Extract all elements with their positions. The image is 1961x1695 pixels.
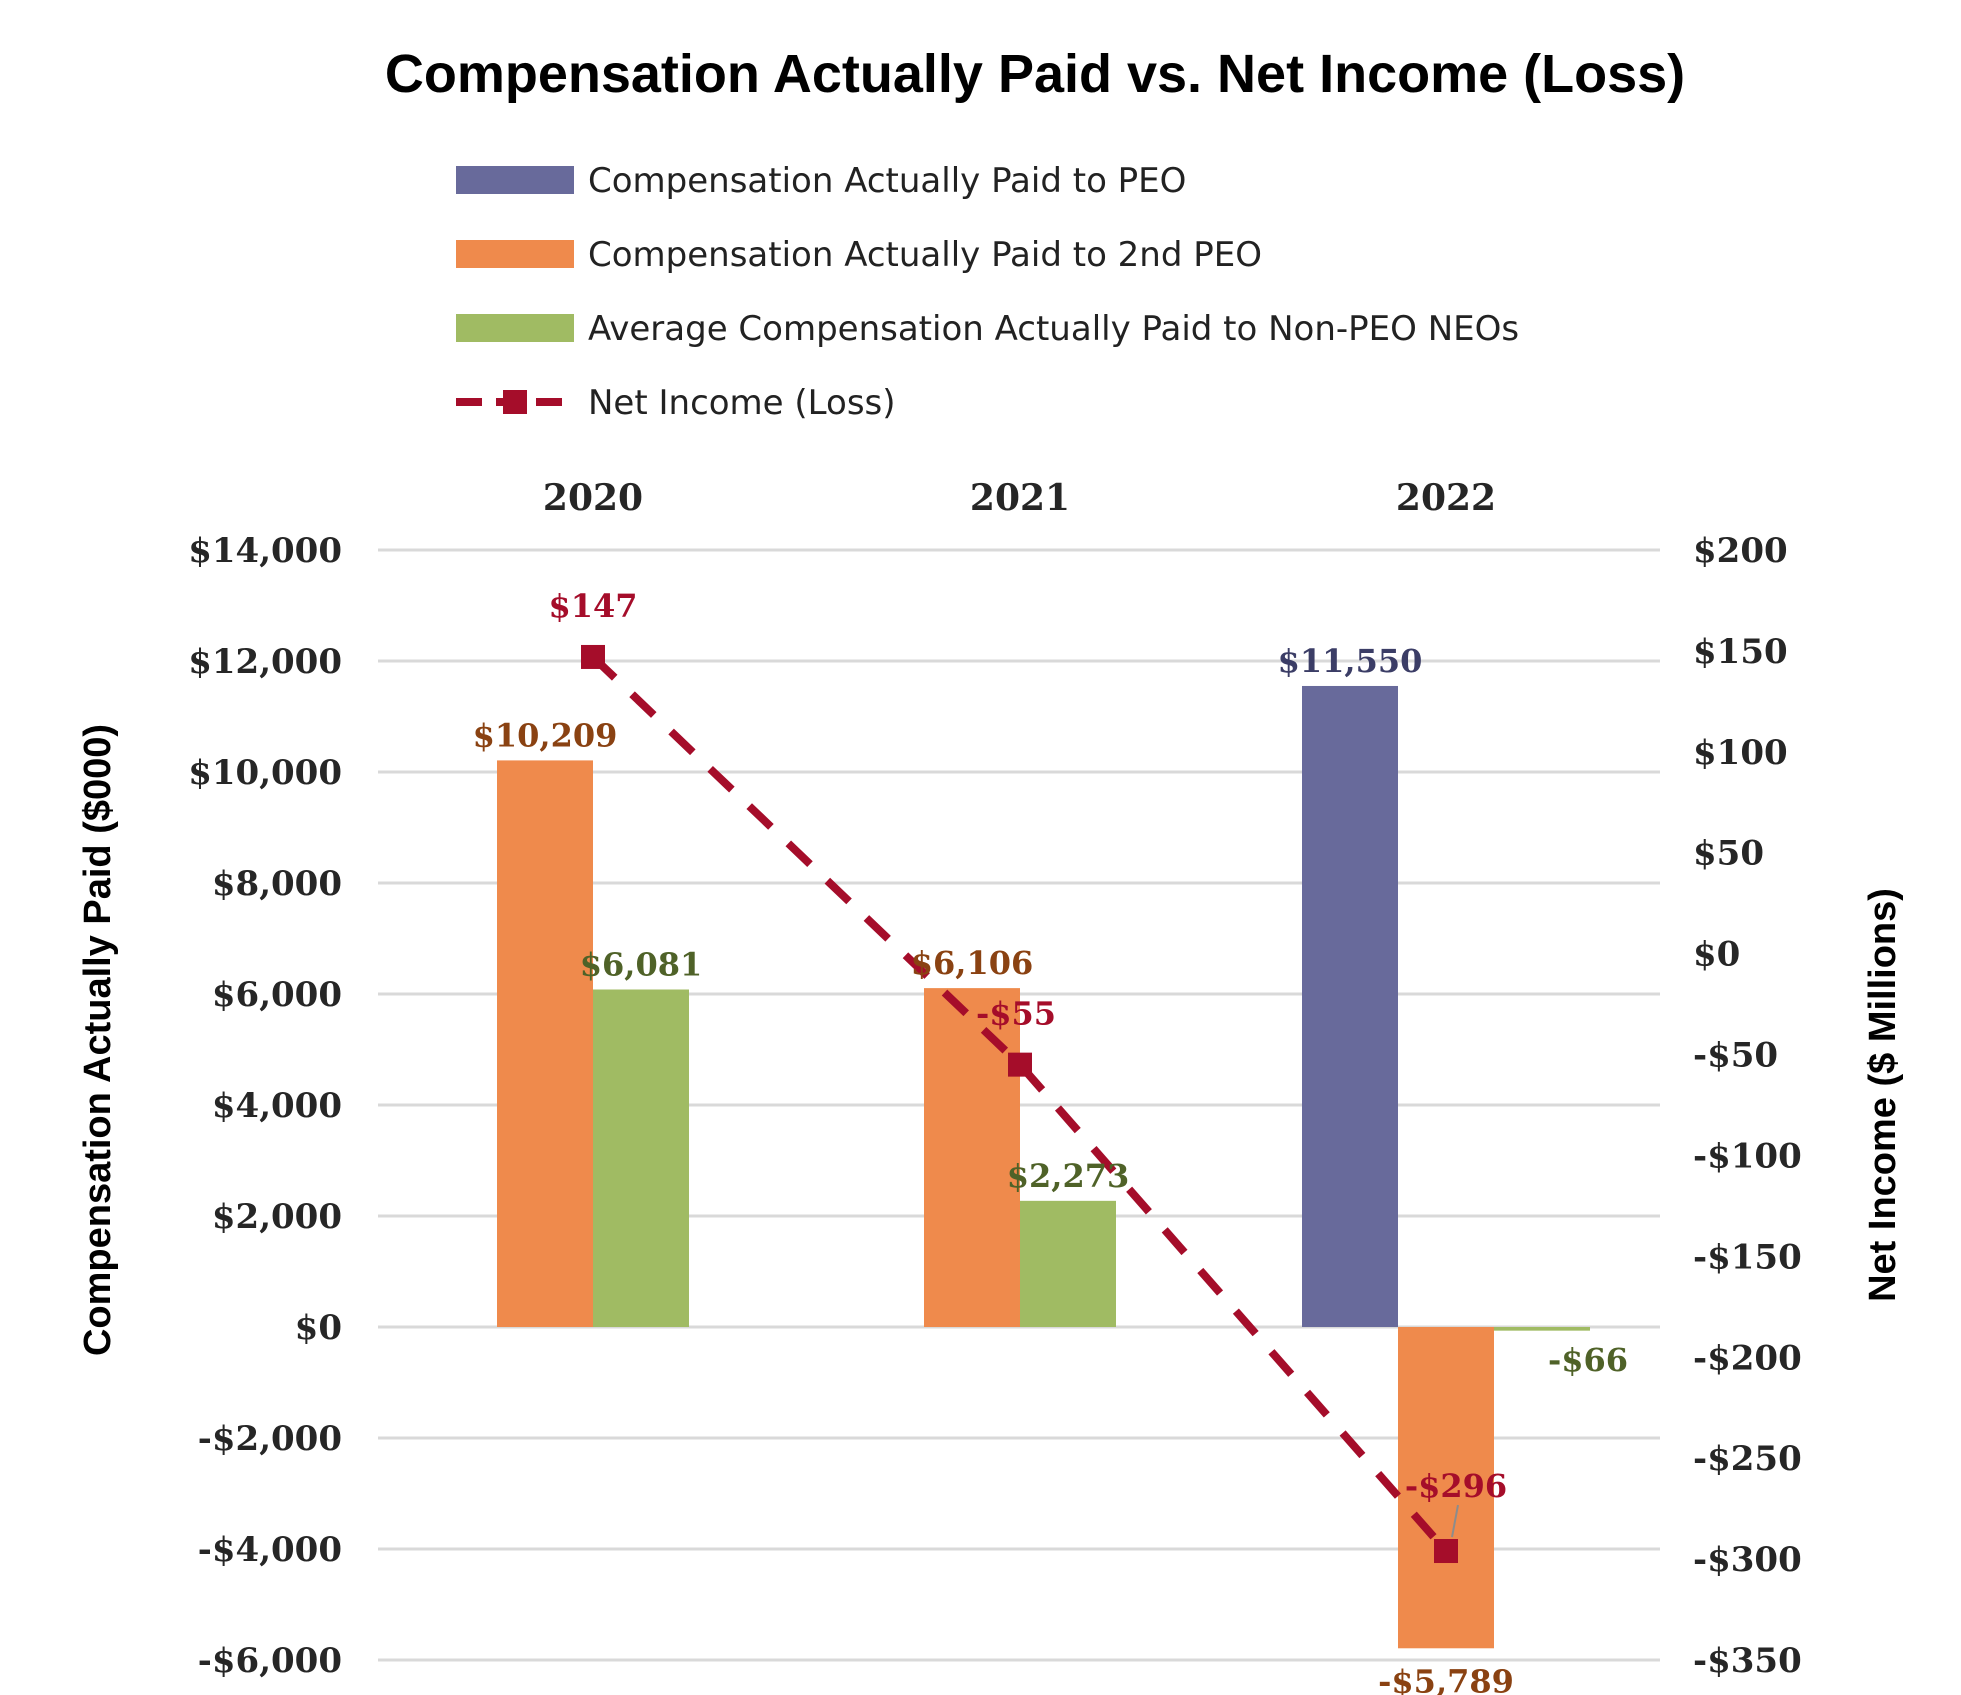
- data-labels: $11,550 $10,209 $6,106 -$5,789 $6,081 $2,273 -…: [473, 587, 1628, 1695]
- y-axis-title: Compensation Actually Paid ($000): [77, 724, 119, 1356]
- legend-label-peo2: Compensation Actually Paid to 2nd PEO: [588, 235, 1262, 275]
- bar-peo2-2022: [1398, 1327, 1494, 1649]
- y-tick-label: $4,000: [212, 1086, 342, 1126]
- legend: Compensation Actually Paid to PEO Compens…: [456, 161, 1519, 423]
- y2-tick-label: -$100: [1693, 1136, 1802, 1176]
- bars: [497, 685, 1590, 1649]
- bar-neo-2020: [593, 989, 689, 1327]
- bar-neo-2022: [1494, 1327, 1590, 1331]
- legend-label-net: Net Income (Loss): [588, 383, 896, 423]
- y2-tick-label: -$150: [1693, 1237, 1802, 1277]
- bar-peo2-2021: [924, 988, 1020, 1327]
- y-tick-label: -$2,000: [198, 1419, 342, 1459]
- y-tick-label: $2,000: [212, 1197, 342, 1237]
- category-labels: 2020 2021 2022: [543, 477, 1496, 519]
- y-tick-label: $8,000: [212, 864, 342, 904]
- data-label-neo-2020: $6,081: [580, 946, 702, 984]
- y2-tick-label: -$300: [1693, 1540, 1802, 1580]
- net-label-leader-line: [1451, 1504, 1459, 1538]
- net-income-marker-2021: [1008, 1052, 1032, 1077]
- net-income-line: [581, 644, 1458, 1564]
- category-label: 2020: [543, 477, 643, 519]
- data-label-net-2021: -$55: [976, 995, 1056, 1033]
- data-label-net-2022: -$296: [1405, 1467, 1507, 1505]
- data-label-peo-2022: $11,550: [1278, 642, 1423, 680]
- data-label-net-2020: $147: [548, 587, 637, 625]
- data-label-peo2-2020: $10,209: [473, 716, 618, 754]
- legend-swatch-net-marker: [503, 390, 527, 414]
- y-axis-ticks: $14,000 $12,000 $10,000 $8,000 $6,000 $4,000 $…: [188, 531, 342, 1681]
- y2-tick-label: $0: [1693, 935, 1740, 975]
- data-label-peo2-2021: $6,106: [911, 944, 1033, 982]
- y-tick-label: $0: [295, 1308, 342, 1348]
- bar-neo-2021: [1020, 1200, 1116, 1327]
- y-tick-label: $12,000: [188, 642, 342, 682]
- data-label-peo2-2022: -$5,789: [1378, 1662, 1514, 1695]
- y2-axis-title: Net Income ($ Millions): [1862, 888, 1904, 1302]
- legend-label-peo: Compensation Actually Paid to PEO: [588, 161, 1186, 201]
- y-tick-label: -$6,000: [198, 1641, 342, 1681]
- y2-tick-label: -$350: [1693, 1641, 1802, 1681]
- legend-label-neo: Average Compensation Actually Paid to No…: [588, 309, 1519, 349]
- y-tick-label: -$4,000: [198, 1530, 342, 1570]
- y2-tick-label: -$250: [1693, 1439, 1802, 1479]
- y2-tick-label: -$50: [1693, 1036, 1778, 1076]
- y2-tick-label: -$200: [1693, 1338, 1802, 1378]
- y2-axis-ticks: $200 $150 $100 $50 $0 -$50 -$100 -$150 -$200 -$25…: [1693, 531, 1802, 1681]
- y2-tick-label: $150: [1693, 632, 1788, 672]
- bar-peo2-2020: [497, 760, 593, 1327]
- legend-swatch-peo: [456, 166, 574, 194]
- net-income-marker-2020: [581, 644, 605, 669]
- y-tick-label: $6,000: [212, 975, 342, 1015]
- y2-tick-label: $50: [1693, 834, 1764, 874]
- y2-tick-label: $100: [1693, 733, 1788, 773]
- category-label: 2021: [970, 477, 1070, 519]
- y-tick-label: $14,000: [188, 531, 342, 571]
- category-label: 2022: [1396, 477, 1496, 519]
- data-label-neo-2022: -$66: [1548, 1341, 1628, 1379]
- data-label-neo-2021: $2,273: [1007, 1157, 1129, 1195]
- y-tick-label: $10,000: [188, 753, 342, 793]
- legend-swatch-neo: [456, 314, 574, 342]
- chart-title: Compensation Actually Paid vs. Net Incom…: [385, 44, 1685, 104]
- legend-swatch-peo2: [456, 240, 574, 268]
- net-income-marker-2022: [1434, 1539, 1458, 1564]
- y2-tick-label: $200: [1693, 531, 1788, 571]
- bar-peo-2022: [1302, 685, 1398, 1327]
